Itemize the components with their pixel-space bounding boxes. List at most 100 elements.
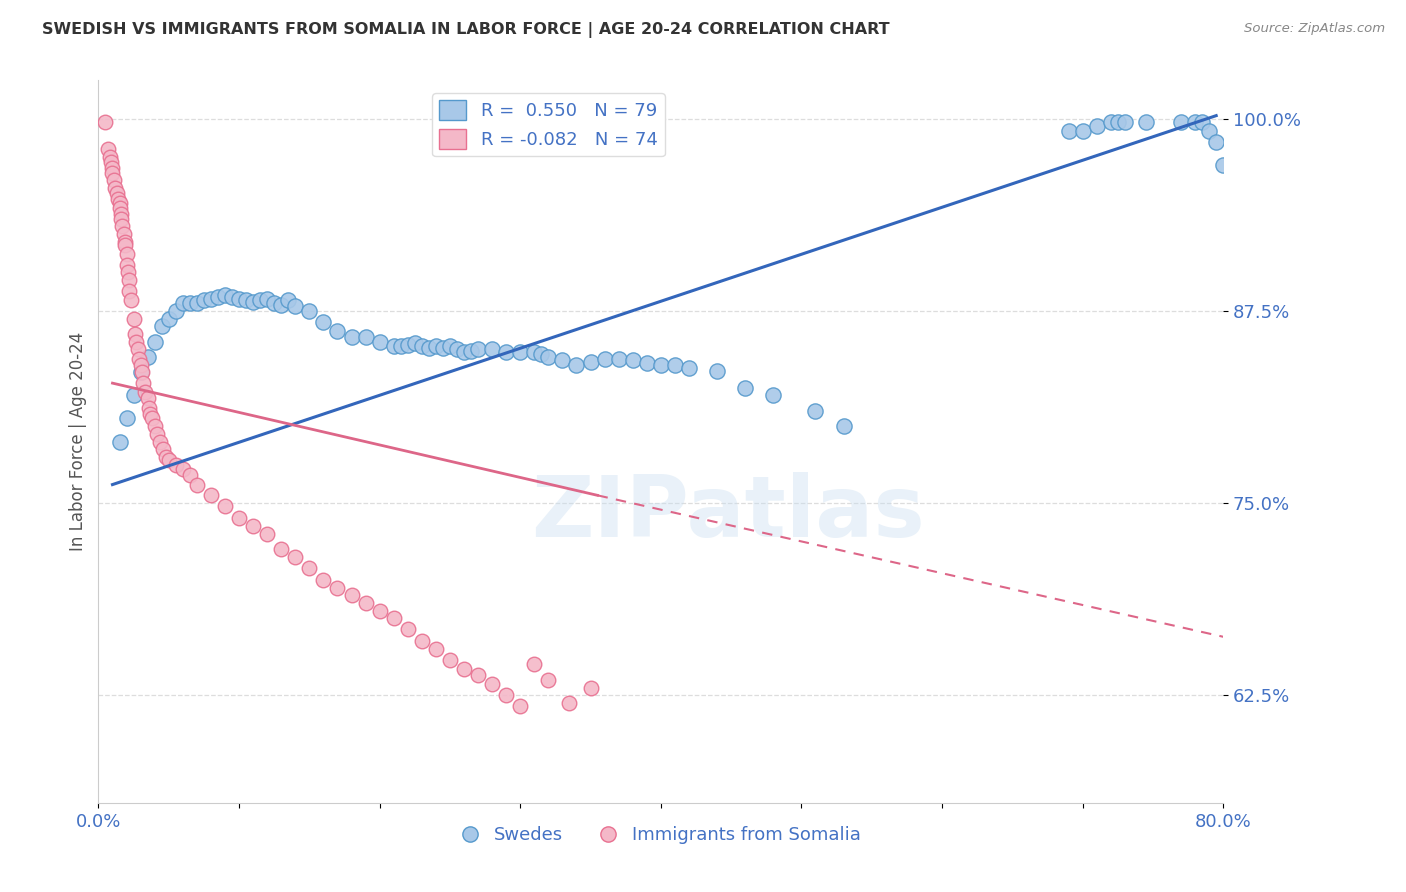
Point	[340, 588, 363, 602]
Point	[284, 549, 307, 564]
Point	[284, 299, 307, 313]
Point	[270, 298, 292, 312]
Point	[157, 311, 180, 326]
Point	[94, 115, 117, 129]
Point	[1170, 115, 1192, 129]
Point	[108, 434, 131, 449]
Point	[235, 293, 257, 307]
Point	[256, 292, 278, 306]
Point	[179, 468, 201, 483]
Point	[101, 161, 124, 175]
Point	[446, 343, 468, 357]
Point	[650, 358, 672, 372]
Point	[103, 173, 125, 187]
Point	[138, 401, 160, 415]
Point	[1135, 115, 1157, 129]
Point	[565, 358, 588, 372]
Point	[122, 311, 145, 326]
Point	[832, 419, 855, 434]
Point	[124, 326, 146, 341]
Point	[411, 634, 433, 648]
Point	[425, 339, 447, 353]
Point	[134, 385, 156, 400]
Point	[368, 604, 391, 618]
Point	[481, 343, 503, 357]
Point	[467, 668, 489, 682]
Point	[100, 154, 122, 169]
Point	[439, 653, 461, 667]
Point	[150, 319, 173, 334]
Point	[111, 219, 134, 234]
Point	[509, 698, 531, 713]
Point	[1085, 120, 1108, 134]
Point	[172, 462, 194, 476]
Point	[122, 388, 145, 402]
Point	[495, 345, 517, 359]
Point	[354, 596, 377, 610]
Point	[1212, 158, 1234, 172]
Point	[115, 247, 138, 261]
Point	[214, 288, 236, 302]
Point	[105, 186, 128, 200]
Point	[551, 353, 574, 368]
Point	[120, 293, 142, 307]
Point	[207, 290, 229, 304]
Point	[131, 365, 153, 379]
Point	[256, 526, 278, 541]
Point	[242, 519, 264, 533]
Point	[97, 143, 120, 157]
Point	[558, 696, 581, 710]
Point	[127, 343, 149, 357]
Point	[110, 207, 132, 221]
Point	[129, 365, 152, 379]
Text: SWEDISH VS IMMIGRANTS FROM SOMALIA IN LABOR FORCE | AGE 20-24 CORRELATION CHART: SWEDISH VS IMMIGRANTS FROM SOMALIA IN LA…	[42, 22, 890, 38]
Point	[636, 356, 658, 370]
Point	[537, 673, 560, 687]
Point	[418, 341, 440, 355]
Point	[326, 581, 349, 595]
Point	[706, 364, 728, 378]
Point	[125, 334, 148, 349]
Point	[143, 419, 166, 434]
Point	[136, 350, 159, 364]
Point	[108, 196, 131, 211]
Point	[1198, 124, 1220, 138]
Point	[425, 642, 447, 657]
Point	[115, 411, 138, 425]
Point	[101, 165, 124, 179]
Point	[129, 358, 152, 372]
Point	[263, 296, 285, 310]
Point	[149, 434, 172, 449]
Point	[117, 265, 139, 279]
Point	[460, 343, 482, 358]
Point	[1099, 115, 1122, 129]
Point	[110, 211, 132, 226]
Point	[165, 304, 187, 318]
Point	[277, 293, 299, 307]
Point	[228, 511, 250, 525]
Point	[186, 477, 208, 491]
Point	[467, 343, 489, 357]
Point	[1071, 124, 1094, 138]
Text: ZIPatlas: ZIPatlas	[531, 472, 925, 556]
Point	[432, 341, 454, 355]
Point	[98, 150, 121, 164]
Point	[312, 315, 335, 329]
Point	[678, 360, 700, 375]
Point	[193, 293, 215, 307]
Point	[228, 292, 250, 306]
Point	[114, 235, 136, 249]
Point	[509, 345, 531, 359]
Point	[115, 258, 138, 272]
Point	[537, 350, 560, 364]
Point	[621, 353, 644, 368]
Point	[1107, 115, 1129, 129]
Point	[530, 347, 553, 361]
Point	[242, 294, 264, 309]
Point	[411, 339, 433, 353]
Text: Source: ZipAtlas.com: Source: ZipAtlas.com	[1244, 22, 1385, 36]
Point	[326, 324, 349, 338]
Point	[312, 573, 335, 587]
Point	[200, 292, 222, 306]
Point	[1057, 124, 1080, 138]
